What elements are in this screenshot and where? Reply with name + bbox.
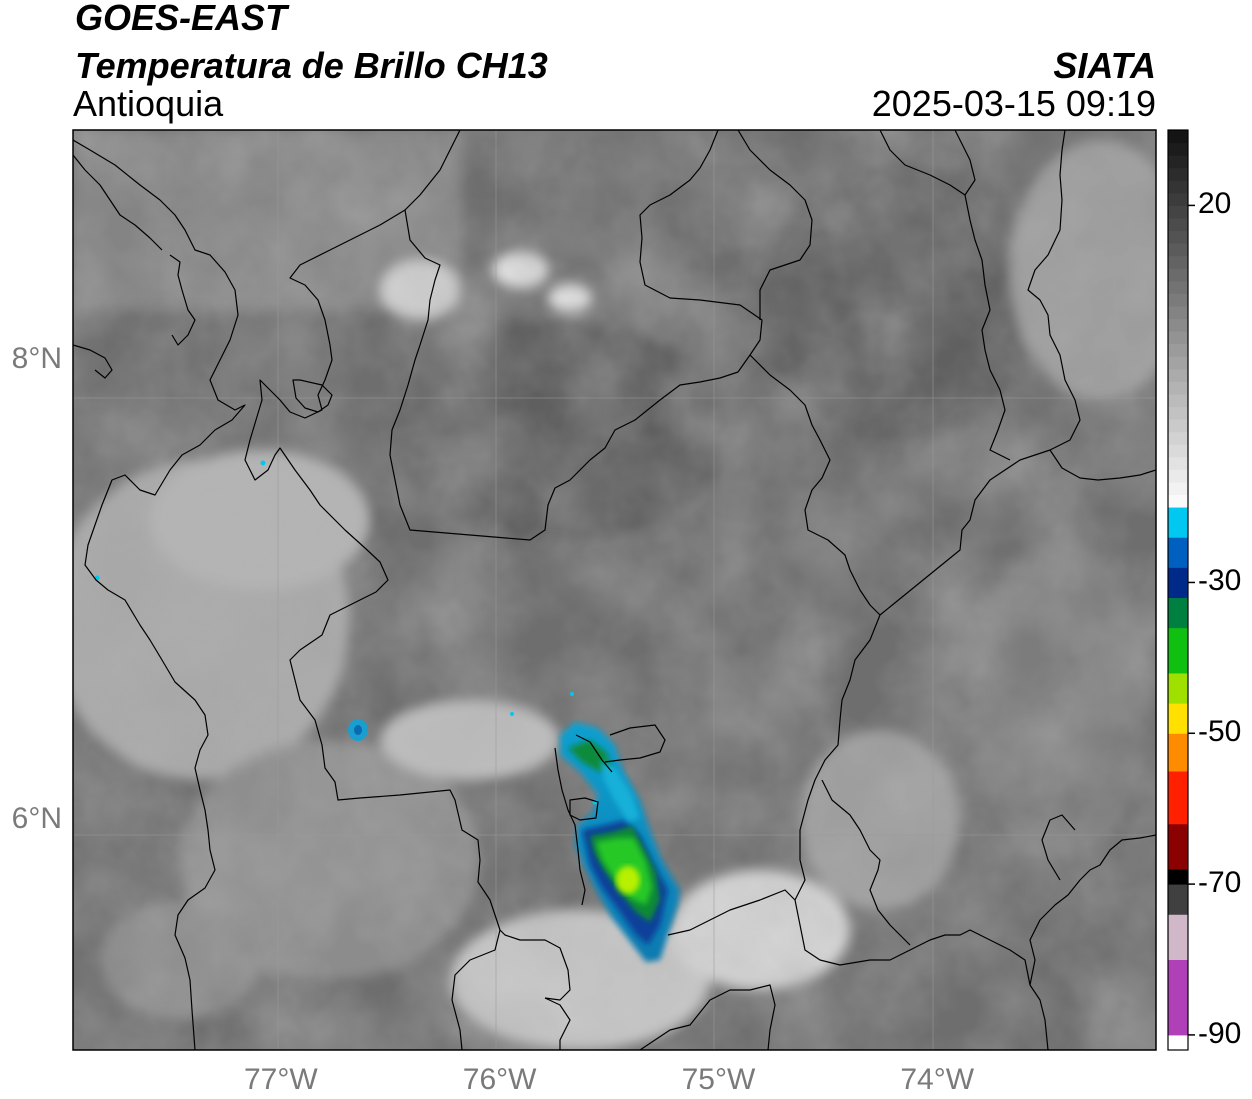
colorbar-segment [1168, 537, 1188, 568]
colorbar-segment [1168, 167, 1188, 181]
colorbar-segment [1168, 770, 1188, 825]
colorbar-segment [1168, 444, 1188, 458]
colorbar-tick-label: -30 [1198, 564, 1242, 598]
longitude-tick-label: 77°W [244, 1063, 318, 1096]
colorbar-segment [1168, 597, 1188, 629]
colorbar-segment [1168, 293, 1188, 307]
colorbar-segment [1168, 205, 1188, 219]
colorbar-segment [1168, 255, 1188, 269]
colorbar-segment [1168, 305, 1188, 320]
datetime-label: 2025-03-15 09:19 [871, 83, 1156, 124]
colorbar-segment [1168, 494, 1188, 508]
colorbar-tick-label: 20 [1198, 187, 1232, 221]
colorbar-segment [1168, 280, 1188, 294]
latitude-tick-label: 6°N [11, 802, 62, 835]
colorbar-segment [1168, 507, 1188, 538]
colorbar-frame [1167, 129, 1189, 1051]
colorbar-segment [1168, 268, 1188, 282]
colorbar-segment [1168, 733, 1188, 772]
colorbar-segment [1168, 217, 1188, 232]
product-title: Temperatura de Brillo CH13 [75, 45, 548, 86]
map-panel [73, 130, 1156, 1050]
colorbar [1167, 129, 1195, 1051]
colorbar-segment [1168, 243, 1188, 257]
colorbar-segment [1168, 393, 1188, 408]
colorbar-segment [1168, 230, 1188, 244]
colorbar-segment [1168, 343, 1188, 357]
satellite-title: GOES-EAST [75, 0, 288, 38]
colorbar-segment [1168, 192, 1188, 206]
latitude-tick-label: 8°N [11, 342, 62, 375]
longitude-tick-label: 74°W [900, 1063, 975, 1096]
colorbar-segment [1168, 431, 1188, 445]
colorbar-segment [1168, 180, 1188, 194]
colorbar-segment [1168, 627, 1188, 674]
source-label: SIATA [1053, 45, 1156, 86]
colorbar-segment [1168, 368, 1188, 382]
colorbar-tick-label: -50 [1198, 715, 1242, 749]
colorbar-segment [1168, 959, 1188, 1036]
colorbar-segment [1168, 481, 1188, 495]
cold-cloud-storm [94, 460, 680, 962]
colorbar-segment [1168, 1034, 1188, 1051]
colorbar-segment [1168, 331, 1188, 345]
colorbar-segment [1168, 823, 1188, 870]
colorbar-segment [1168, 406, 1188, 420]
map-frame [72, 129, 1157, 1051]
colorbar-segment [1168, 130, 1188, 144]
colorbar-segment [1168, 914, 1188, 961]
colorbar-segment [1168, 567, 1188, 599]
colorbar-segment [1168, 672, 1188, 704]
colorbar-segment [1168, 356, 1188, 370]
longitude-tick-label: 75°W [681, 1063, 756, 1096]
colorbar-segment [1168, 703, 1188, 734]
colorbar-segment [1168, 155, 1188, 169]
colorbar-segment [1168, 469, 1188, 483]
colorbar-segment [1168, 142, 1188, 156]
colorbar-tick-label: -90 [1198, 1016, 1242, 1050]
colorbar-segment [1168, 318, 1188, 332]
colorbar-segment [1168, 869, 1188, 885]
longitude-tick-label: 76°W [462, 1063, 537, 1096]
borders [73, 130, 1156, 1050]
colorbar-tick-label: -70 [1198, 866, 1242, 900]
colorbar-segment [1168, 419, 1188, 433]
colorbar-segment [1168, 884, 1188, 915]
region-label: Antioquia [73, 83, 224, 124]
colorbar-segment [1168, 456, 1188, 470]
colorbar-segment [1168, 381, 1188, 395]
